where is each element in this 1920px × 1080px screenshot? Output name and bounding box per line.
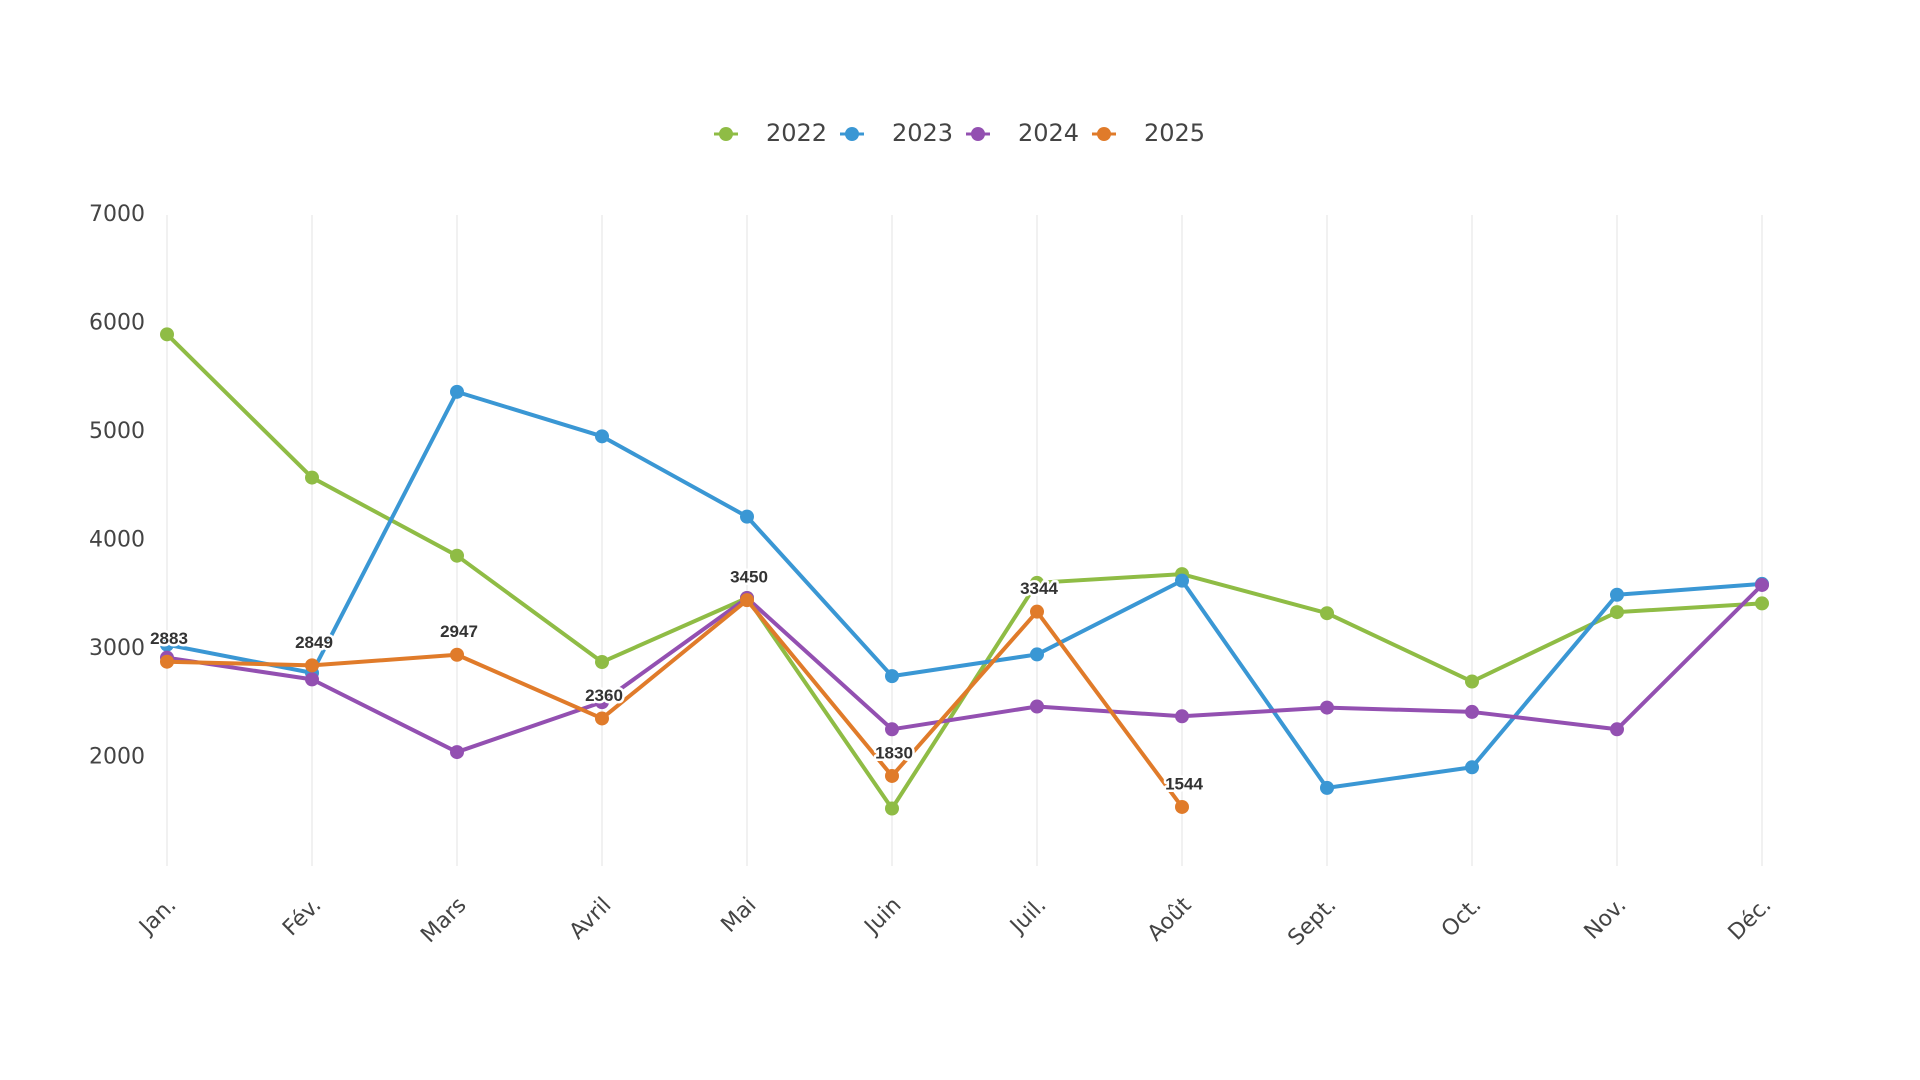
data-point (305, 658, 319, 673)
data-point (1465, 704, 1479, 719)
data-point (1755, 577, 1769, 592)
legend-item: 2022 (714, 119, 827, 147)
y-tick-label: 2000 (89, 745, 145, 770)
x-tick-label: Fév. (278, 893, 326, 941)
legend-item: 2024 (966, 119, 1079, 147)
legend-label: 2025 (1144, 119, 1205, 147)
x-tick-label: Jan. (133, 893, 181, 941)
legend-marker (719, 127, 733, 141)
data-point (740, 509, 754, 524)
data-point (450, 745, 464, 760)
legend-label: 2023 (892, 119, 953, 147)
data-point (1175, 799, 1189, 814)
data-point (1030, 604, 1044, 619)
data-point (1030, 575, 1044, 590)
y-tick-label: 6000 (89, 311, 145, 336)
x-tick-label: Juin (859, 893, 907, 941)
y-tick-label: 7000 (89, 202, 145, 227)
legend-item: 2025 (1092, 119, 1205, 147)
x-tick-label: Déc. (1724, 893, 1777, 946)
data-point (1610, 722, 1624, 737)
data-point (450, 384, 464, 399)
data-point (1755, 596, 1769, 611)
data-point (305, 672, 319, 687)
data-point (1465, 760, 1479, 775)
data-point (595, 655, 609, 670)
data-point (1320, 606, 1334, 621)
data-point (160, 327, 174, 342)
data-point (595, 429, 609, 444)
legend-marker (1097, 127, 1111, 141)
x-tick-label: Mai (717, 893, 762, 938)
legend-label: 2022 (766, 119, 827, 147)
data-label: 2849 (295, 633, 333, 652)
data-point (885, 722, 899, 737)
data-point (305, 470, 319, 485)
data-point (450, 647, 464, 662)
series-line (166, 598, 1184, 809)
data-point (450, 548, 464, 563)
data-label: 2883 (150, 629, 188, 648)
data-label: 2360 (585, 686, 623, 705)
data-point (885, 801, 899, 816)
x-tick-label: Juil. (1004, 893, 1051, 940)
data-point (1030, 647, 1044, 662)
x-tick-label: Mars (416, 893, 471, 948)
data-point (1610, 605, 1624, 620)
legend-marker (971, 127, 985, 141)
data-point (1320, 700, 1334, 715)
y-tick-label: 4000 (89, 528, 145, 553)
data-point (1465, 674, 1479, 689)
data-point (595, 711, 609, 726)
data-label: 3450 (730, 568, 768, 587)
y-tick-label: 3000 (89, 636, 145, 661)
series-line (166, 389, 1763, 790)
series-line (166, 583, 1764, 755)
data-point (1175, 573, 1189, 588)
x-tick-label: Avril (565, 893, 617, 945)
data-label: 1830 (875, 743, 913, 762)
series-line (165, 332, 1763, 811)
data-point (1175, 709, 1189, 724)
data-point (595, 695, 609, 710)
data-point (885, 768, 899, 783)
data-label: 3344 (1020, 579, 1058, 598)
x-tick-label: Août (1143, 893, 1197, 947)
data-point (160, 637, 174, 652)
y-tick-label: 5000 (89, 419, 145, 444)
x-tick-label: Sept. (1283, 893, 1341, 951)
data-label: 1544 (1165, 774, 1203, 793)
data-point (1030, 699, 1044, 714)
legend-marker (845, 127, 859, 141)
x-tick-label: Oct. (1437, 893, 1487, 943)
data-label: 2947 (440, 622, 478, 641)
legend-item: 2023 (840, 119, 953, 147)
legend-label: 2024 (1018, 119, 1079, 147)
data-point (885, 669, 899, 684)
x-tick-label: Nov. (1580, 893, 1632, 945)
data-point (1320, 780, 1334, 795)
data-point (1610, 587, 1624, 602)
data-point (740, 593, 754, 608)
data-point (160, 654, 174, 669)
